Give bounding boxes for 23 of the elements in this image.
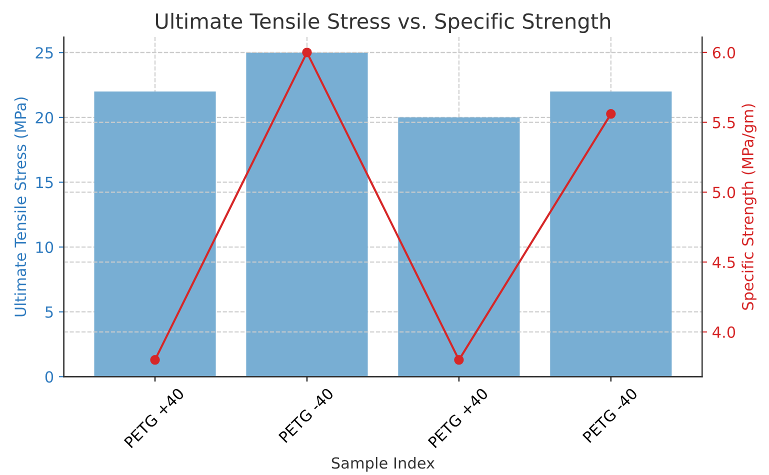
y-tick-label: 10 bbox=[36, 242, 54, 254]
y-axis-title: Ultimate Tensile Stress (MPa) bbox=[14, 97, 28, 316]
y2-tick-label: 4.0 bbox=[712, 326, 736, 338]
point bbox=[606, 109, 616, 119]
y2-tick-label: 6.0 bbox=[712, 46, 736, 58]
y-tick-label: 15 bbox=[36, 176, 53, 188]
y-tick-label: 5 bbox=[46, 306, 53, 318]
y-tick-label: 25 bbox=[36, 47, 53, 59]
point bbox=[150, 355, 160, 365]
point bbox=[454, 355, 464, 365]
y2-axis-title: Specific Strength (MPa/gm) bbox=[742, 104, 756, 310]
x-axis-title: Sample Index bbox=[332, 456, 435, 472]
chart-title: Ultimate Tensile Stress vs. Specific Strength bbox=[156, 12, 610, 34]
y2-tick-label: 4.5 bbox=[712, 256, 735, 268]
bar bbox=[398, 117, 520, 377]
bar bbox=[246, 52, 368, 377]
bar bbox=[550, 91, 672, 377]
y2-tick-label: 5.5 bbox=[713, 116, 735, 128]
y-tick-label: 0 bbox=[45, 371, 54, 383]
y-tick-label: 20 bbox=[36, 112, 54, 124]
bar bbox=[94, 91, 216, 377]
y2-tick-label: 5.0 bbox=[713, 186, 736, 198]
point bbox=[302, 48, 312, 58]
